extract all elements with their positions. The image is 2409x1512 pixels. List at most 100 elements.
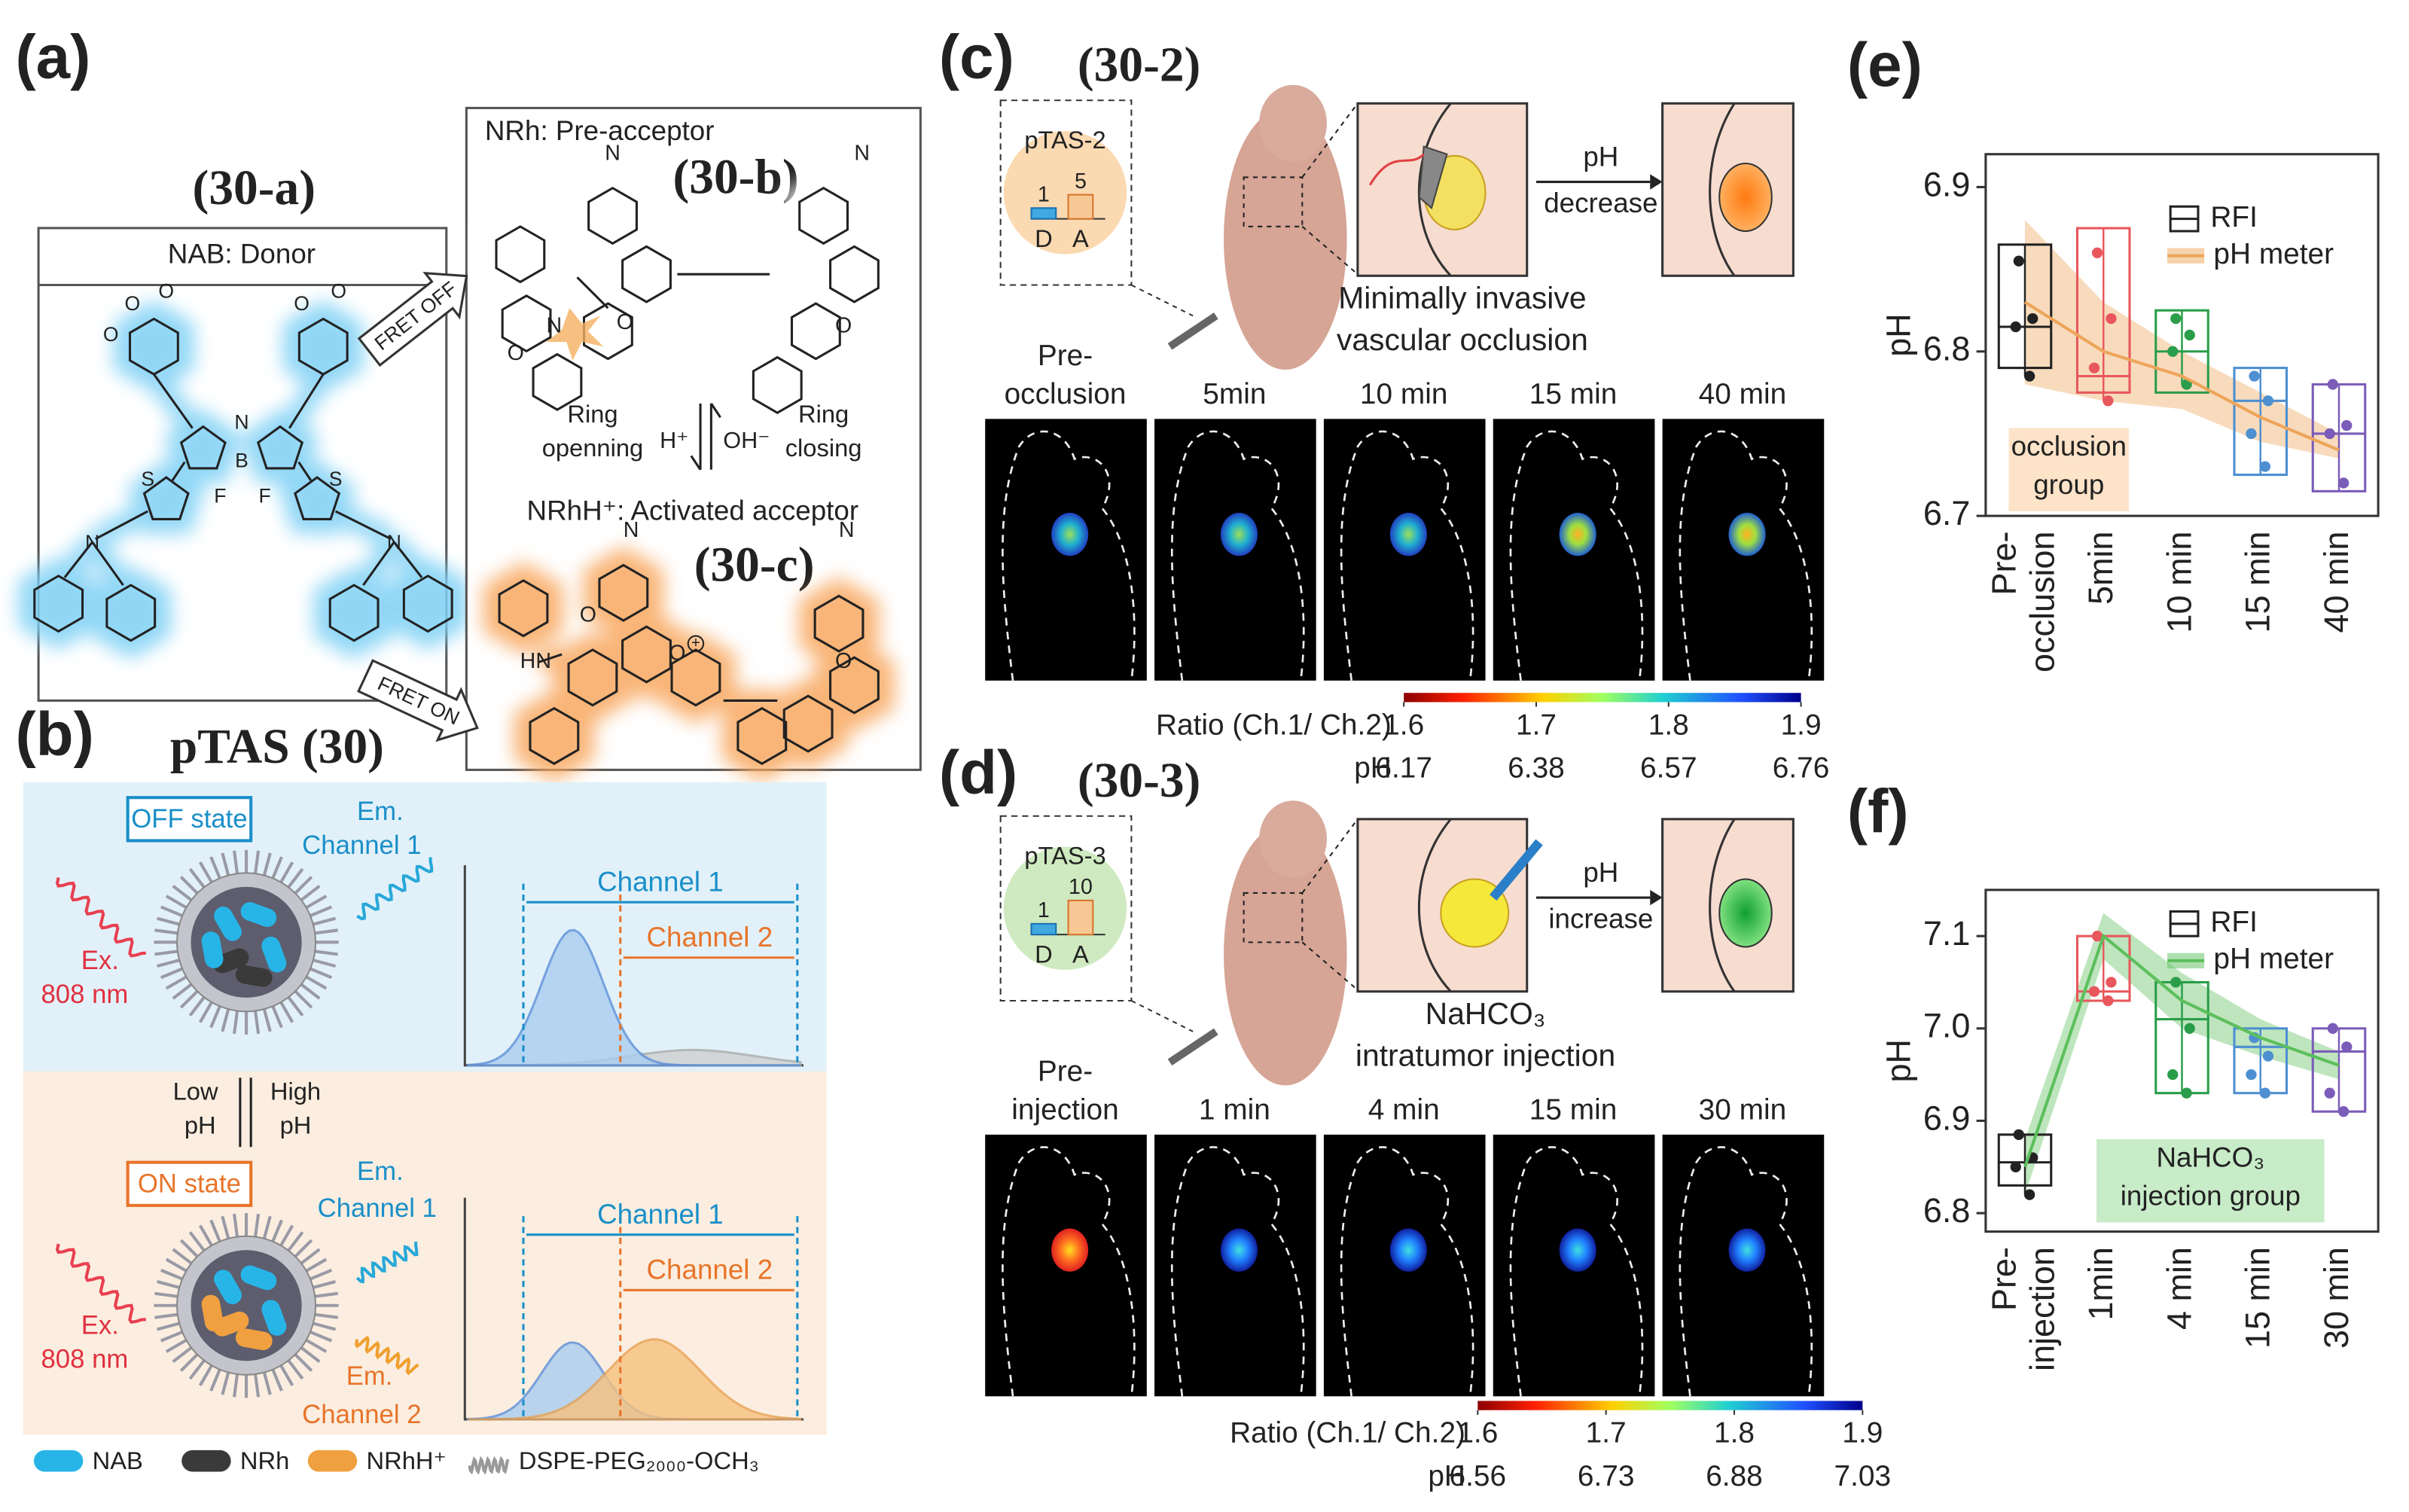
fluorescence [1389,513,1427,556]
bond [393,541,423,578]
zoom-line [1301,941,1358,991]
label: decrease [1544,187,1657,218]
label: Em. [346,1362,393,1391]
ring [529,706,580,765]
atom: N [85,531,99,553]
data-point [2106,977,2117,988]
y-tick-label: 7.1 [1923,914,1971,953]
data-point [2181,1087,2192,1099]
mouse-outline [1509,1146,1644,1397]
label: pH [1428,1460,1465,1492]
pointer [1130,1000,1194,1032]
glow-ring [480,208,561,301]
ring [402,575,453,633]
ring [532,352,583,411]
data-point [2259,461,2271,472]
data-point [2184,329,2195,341]
compound-tag: (30-a) [193,161,316,215]
compound-tag: (30-c) [694,538,815,593]
glow-ring [568,285,648,378]
wave [55,1243,146,1325]
data-point [2167,1068,2179,1081]
zoom-line [1301,226,1358,275]
x-tick-label: Pre- [1984,532,2023,596]
label: Channel 2 [302,1401,421,1429]
data-point [2103,995,2114,1007]
meter-line [2023,300,2340,452]
wave [355,1335,419,1376]
label: NRh [240,1446,289,1474]
label: Em. [357,1157,404,1186]
ring [142,476,190,520]
panel-label: (e) [1847,31,1923,99]
box [1997,1133,2053,1187]
label: 5 [1075,169,1087,194]
ring [670,648,721,707]
frame-label: injection [1011,1093,1118,1126]
x-tick-label: 15 min [2239,1247,2277,1349]
skin-edge [1709,818,1736,992]
charge-ring [687,635,705,653]
atom: N [387,531,401,553]
eq-head [710,403,721,419]
data-point [2088,362,2100,373]
label: Ring [567,400,617,428]
fluorescence [1220,513,1258,556]
atom: N [234,410,249,433]
glow-ring [313,566,395,660]
probe-box [999,815,1133,1002]
label: 1 [1038,898,1050,922]
arrow-shape [357,271,468,367]
y-tick-label: 6.9 [1923,165,1971,203]
frame-label: 10 min [1360,378,1448,410]
zoom-region [1243,176,1304,227]
plot-frame [1984,889,2380,1233]
atom: N [624,518,639,542]
atom: O [669,642,685,666]
label: Channel 1 [597,866,724,897]
label: Minimally invasive [1338,281,1586,316]
mouse-outline [1002,1146,1136,1397]
label: 10 [1069,875,1093,899]
bond [538,653,563,663]
data-point [2091,931,2103,942]
ring [798,186,849,245]
wave [55,877,146,958]
box [1997,243,2053,370]
label: pH [280,1111,312,1139]
tick-label: 1.8 [1714,1417,1755,1450]
data-point [2091,247,2103,258]
ring [256,425,304,470]
colorbar [1404,693,1801,703]
mouse-outline [1170,430,1305,681]
ph-label: 6.56 [1450,1460,1507,1492]
x-tick-label: 5min [2081,532,2120,605]
spark [546,308,604,361]
frame-label: 1 min [1199,1093,1270,1126]
label: Ratio (Ch.1/ Ch.2) [1156,709,1392,741]
data-point [2246,1068,2257,1081]
capsule [214,906,242,941]
x-tick-label: injection [2023,1247,2061,1371]
glow-ring [282,300,364,393]
data-point [2327,379,2338,390]
meter-line [2023,933,2340,1168]
data-point [2170,312,2182,325]
probe-circle [1003,846,1127,971]
skin-edge [1418,818,1452,992]
frame-label: Pre- [1038,1055,1093,1087]
tick-label: 1.8 [1648,709,1689,741]
label: Channel 1 [318,1194,437,1223]
ph-label: 6.57 [1640,752,1697,785]
y-tick-label: 6.9 [1923,1099,1971,1137]
legend-label: RFI [2210,906,2258,938]
ring [33,575,84,633]
box-title: NRhH⁺: Activated acceptor [527,495,859,526]
bond [576,276,609,309]
annotation: NaHCO₃ [2156,1142,2264,1172]
probe-box [999,99,1133,286]
x-tick-label: 4 min [2160,1247,2198,1330]
mouse-outline [1170,1146,1305,1397]
label: pH [1583,857,1618,888]
